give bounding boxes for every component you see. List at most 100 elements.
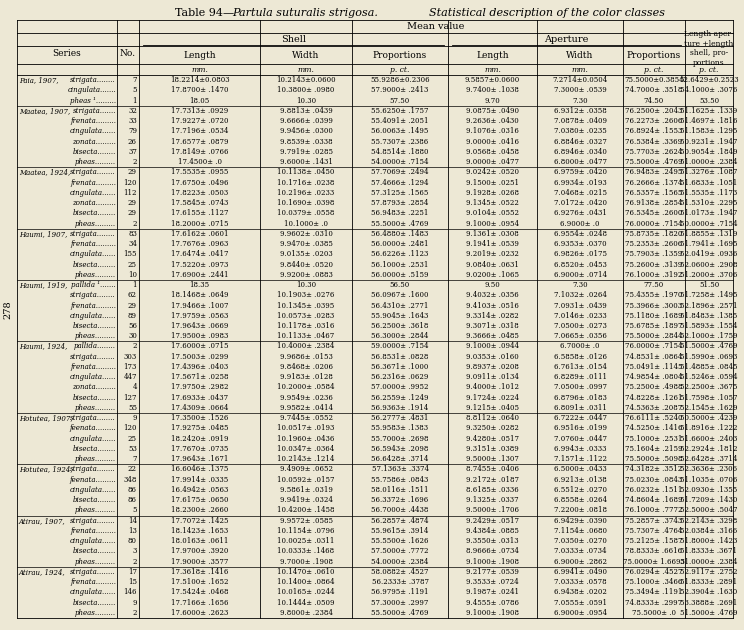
Text: 7.0500± .0273: 7.0500± .0273 xyxy=(554,322,606,330)
Text: 6.9213± .0138: 6.9213± .0138 xyxy=(554,476,606,484)
Text: 10.1133± .0467: 10.1133± .0467 xyxy=(278,332,335,340)
Text: 8.7455± .0406: 8.7455± .0406 xyxy=(466,466,519,473)
Text: cingulata......: cingulata...... xyxy=(69,537,116,545)
Text: pheas.........: pheas......... xyxy=(75,404,116,412)
Text: Aperture: Aperture xyxy=(545,35,589,44)
Text: 57.5000± .7772: 57.5000± .7772 xyxy=(371,547,429,556)
Text: 10.1960± .0436: 10.1960± .0436 xyxy=(278,435,335,443)
Text: cingulata......: cingulata...... xyxy=(69,435,116,443)
Text: 10.0573± .0283: 10.0573± .0283 xyxy=(278,312,335,320)
Text: bisecta........: bisecta........ xyxy=(73,598,116,607)
Text: 5: 5 xyxy=(132,86,137,94)
Text: 17.9000± .3577: 17.9000± .3577 xyxy=(171,558,228,566)
Text: 17.9914± .0335: 17.9914± .0335 xyxy=(171,476,228,484)
Text: 10.0333± .1468: 10.0333± .1468 xyxy=(278,547,335,556)
Text: 17.3618± .1416: 17.3618± .1416 xyxy=(171,568,228,576)
Text: 29: 29 xyxy=(128,209,137,217)
Text: 17.9227± .0720: 17.9227± .0720 xyxy=(171,117,228,125)
Text: 8.9666± .0734: 8.9666± .0734 xyxy=(466,547,519,556)
Text: 6.8846± .0327: 6.8846± .0327 xyxy=(554,137,606,146)
Text: 56.2857± .4874: 56.2857± .4874 xyxy=(371,517,429,525)
Text: 9.4000± .1012: 9.4000± .1012 xyxy=(466,384,519,391)
Text: pheas.........: pheas......... xyxy=(75,558,116,566)
Text: 18.35: 18.35 xyxy=(190,281,210,289)
Text: feenata.........: feenata......... xyxy=(69,425,116,432)
Text: strigata........: strigata........ xyxy=(70,353,116,361)
Text: 17.5424± .0468: 17.5424± .0468 xyxy=(171,588,228,597)
Text: 51.8000± .1423: 51.8000± .1423 xyxy=(680,537,738,545)
Text: 57.3000± .2997: 57.3000± .2997 xyxy=(371,598,429,607)
Text: 9.6666± .0399: 9.6666± .0399 xyxy=(280,117,333,125)
Text: 57.8793± .2854: 57.8793± .2854 xyxy=(371,199,429,207)
Text: 74.8531± .0864: 74.8531± .0864 xyxy=(625,353,683,361)
Text: 17.8700± .1470: 17.8700± .1470 xyxy=(171,86,228,94)
Text: No.: No. xyxy=(120,50,136,59)
Text: 83: 83 xyxy=(128,230,137,238)
Text: 9: 9 xyxy=(132,414,137,422)
Text: 76.2500± .2043: 76.2500± .2043 xyxy=(625,107,683,115)
Text: 17.4500± .0: 17.4500± .0 xyxy=(178,158,222,166)
Text: 32: 32 xyxy=(128,107,137,115)
Text: 52.9117± .2752: 52.9117± .2752 xyxy=(680,568,738,576)
Text: cingulata......: cingulata...... xyxy=(69,189,116,197)
Text: 56.4310± .2771: 56.4310± .2771 xyxy=(371,302,429,309)
Text: Width: Width xyxy=(566,50,594,59)
Text: Paia, 1907,: Paia, 1907, xyxy=(19,76,59,84)
Text: 56.2559± .1249: 56.2559± .1249 xyxy=(371,394,429,402)
Text: 51.7258± .1495: 51.7258± .1495 xyxy=(680,291,738,299)
Text: 17: 17 xyxy=(128,568,137,576)
Text: cingulata......: cingulata...... xyxy=(69,312,116,320)
Text: 6.9000± .0714: 6.9000± .0714 xyxy=(554,271,606,279)
Text: 75.5000± .4769: 75.5000± .4769 xyxy=(625,158,683,166)
Text: Proportions: Proportions xyxy=(627,50,681,59)
Text: p. ct.: p. ct. xyxy=(644,66,664,74)
Text: 17.8149± .0766: 17.8149± .0766 xyxy=(171,148,228,156)
Text: strigata........: strigata........ xyxy=(70,76,116,84)
Text: 18.1423± .1653: 18.1423± .1653 xyxy=(171,527,228,535)
Text: 16.4942± .0563: 16.4942± .0563 xyxy=(171,486,228,494)
Text: 6.5858± .0126: 6.5858± .0126 xyxy=(554,353,606,361)
Text: 75.5000± .2844: 75.5000± .2844 xyxy=(625,332,683,340)
Text: 9: 9 xyxy=(132,598,137,607)
Text: strigata........: strigata........ xyxy=(70,466,116,473)
Text: bisecta........: bisecta........ xyxy=(73,209,116,217)
Text: 75.2125± .1587: 75.2125± .1587 xyxy=(625,537,683,545)
Text: 75.2353± .2606: 75.2353± .2606 xyxy=(626,240,683,248)
Text: 17.5671± .0258: 17.5671± .0258 xyxy=(171,373,228,381)
Text: 55.4091± .2051: 55.4091± .2051 xyxy=(371,117,429,125)
Text: 9.1000± .1908: 9.1000± .1908 xyxy=(466,609,519,617)
Text: 50.9231± .1947: 50.9231± .1947 xyxy=(680,137,738,146)
Text: 17.6162± .0601: 17.6162± .0601 xyxy=(171,230,228,238)
Text: pheas.........: pheas......... xyxy=(75,332,116,340)
Text: 57.50: 57.50 xyxy=(390,96,410,105)
Text: 55.9045± .1643: 55.9045± .1643 xyxy=(371,312,429,320)
Text: 9.70: 9.70 xyxy=(484,96,501,105)
Text: 75.0000± 1.6693: 75.0000± 1.6693 xyxy=(623,558,685,566)
Text: strigata........: strigata........ xyxy=(70,517,116,525)
Text: 9.3151± .0389: 9.3151± .0389 xyxy=(466,445,519,453)
Text: 51.50: 51.50 xyxy=(699,281,719,289)
Text: 51.6600± .2403: 51.6600± .2403 xyxy=(680,435,738,443)
Text: pheas.........: pheas......... xyxy=(75,455,116,463)
Text: 55.5000± .4769: 55.5000± .4769 xyxy=(371,609,429,617)
Text: 55.9286±0.2306: 55.9286±0.2306 xyxy=(371,76,430,84)
Text: Width: Width xyxy=(292,50,320,59)
Text: 89: 89 xyxy=(128,312,137,320)
Text: 52.6429±0.2523: 52.6429±0.2523 xyxy=(679,76,739,84)
Text: 54.0000± .2384: 54.0000± .2384 xyxy=(371,558,429,566)
Text: 9.9602± .0310: 9.9602± .0310 xyxy=(280,230,333,238)
Text: 17.5220± .0973: 17.5220± .0973 xyxy=(171,261,228,268)
Text: 9.1000± .0944: 9.1000± .0944 xyxy=(466,343,519,350)
Text: 51.7941± .1695: 51.7941± .1695 xyxy=(680,240,738,248)
Text: pheas.........: pheas......... xyxy=(75,271,116,279)
Text: 76.5384± .3369: 76.5384± .3369 xyxy=(626,137,682,146)
Text: 4: 4 xyxy=(132,384,137,391)
Text: 6.8289± .0111: 6.8289± .0111 xyxy=(554,373,606,381)
Text: 50.0000± .7154: 50.0000± .7154 xyxy=(680,220,738,227)
Text: 25: 25 xyxy=(128,435,137,443)
Text: 74.7000± .3518: 74.7000± .3518 xyxy=(625,86,683,94)
Text: 9.1361± .0308: 9.1361± .0308 xyxy=(466,230,519,238)
Text: 7.30: 7.30 xyxy=(572,281,588,289)
Text: 6.9000± .0954: 6.9000± .0954 xyxy=(554,609,606,617)
Text: 2: 2 xyxy=(132,609,137,617)
